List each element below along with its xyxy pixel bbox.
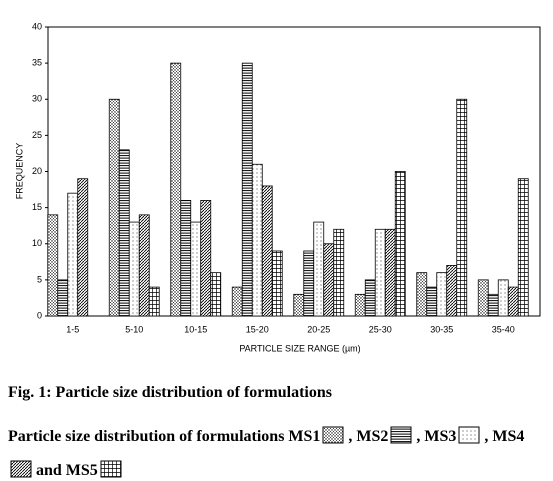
- bar: [497, 279, 509, 317]
- x-tick-label: 35-40: [492, 324, 515, 334]
- bar: [128, 221, 140, 317]
- y-tick-label: 30: [32, 94, 42, 104]
- x-tick-label: 1-5: [66, 324, 79, 334]
- bar: [507, 286, 519, 317]
- legend-swatch: [322, 426, 344, 444]
- legend-label: MS4: [492, 428, 525, 445]
- bar: [180, 199, 192, 317]
- y-tick-label: 40: [32, 21, 42, 31]
- legend-label: MS1: [288, 428, 321, 445]
- y-axis-label: FREQUENCY: [14, 143, 24, 200]
- chart: FREQUENCY PARTICLE SIZE RANGE (µm) 0 5 10 1…: [14, 21, 541, 353]
- x-tick-label: 5-10: [125, 324, 143, 334]
- x-tick-label: 20-25: [307, 324, 330, 334]
- y-tick-label: 0: [37, 310, 42, 320]
- legend-label: MS5: [65, 462, 98, 479]
- bar: [261, 185, 273, 317]
- legend-joiner: and: [36, 462, 62, 479]
- legend-swatch-fill: [458, 426, 480, 444]
- bar: [138, 214, 150, 317]
- bar: [210, 272, 222, 317]
- legend-swatch-fill: [100, 460, 122, 478]
- y-tick-label: 10: [32, 238, 42, 248]
- legend-swatch-fill: [10, 460, 32, 478]
- caption: Fig. 1: Particle size distribution of fo…: [8, 384, 332, 401]
- x-tick-label: 25-30: [369, 324, 392, 334]
- legend-joiner: ,: [416, 428, 421, 445]
- legend-swatch-fill: [390, 426, 412, 444]
- bar: [148, 286, 160, 317]
- bar: [118, 149, 130, 317]
- legend-swatch: [10, 460, 32, 478]
- bar: [446, 265, 458, 317]
- bar: [108, 98, 120, 317]
- bar: [384, 228, 396, 317]
- bar: [67, 192, 79, 317]
- bar: [456, 98, 468, 317]
- legend-swatch-fill: [322, 426, 344, 444]
- bar: [271, 250, 283, 317]
- bar: [251, 163, 263, 317]
- y-tick-label: 35: [32, 58, 42, 68]
- x-axis-label: PARTICLE SIZE RANGE (µm): [239, 343, 360, 353]
- bar: [190, 221, 202, 317]
- bar: [517, 178, 529, 317]
- legend-text: Particle size distribution of formulatio…: [8, 428, 285, 445]
- y-tick-label: 20: [32, 166, 42, 176]
- legend-joiner: ,: [484, 428, 489, 445]
- bar: [426, 286, 438, 317]
- bar: [333, 228, 345, 317]
- bar: [416, 272, 428, 317]
- legend-swatch: [458, 426, 480, 444]
- legend: Particle size distribution of formulatio…: [8, 420, 548, 481]
- bar: [241, 62, 253, 317]
- bar: [293, 293, 305, 317]
- y-tick-label: 25: [32, 130, 42, 140]
- bar: [436, 272, 448, 317]
- legend-label: MS2: [356, 428, 389, 445]
- y-tick-label: 15: [32, 202, 42, 212]
- legend-label: MS3: [424, 428, 457, 445]
- bar: [477, 279, 489, 317]
- legend-swatch: [100, 460, 122, 478]
- bar: [394, 171, 406, 317]
- bar: [57, 279, 69, 317]
- bar: [487, 293, 499, 317]
- legend-joiner: ,: [348, 428, 353, 445]
- x-tick-label: 15-20: [246, 324, 269, 334]
- y-tick-label: 5: [37, 274, 42, 284]
- legend-swatch: [390, 426, 412, 444]
- bar: [354, 293, 366, 317]
- x-tick-label: 30-35: [430, 324, 453, 334]
- bar: [231, 286, 243, 317]
- bar: [200, 199, 212, 317]
- bar: [77, 178, 89, 317]
- bar: [303, 250, 315, 317]
- bar: [47, 214, 59, 317]
- x-tick-label: 10-15: [184, 324, 207, 334]
- bar: [170, 62, 182, 317]
- bar: [374, 228, 386, 317]
- bar: [313, 221, 325, 317]
- bar: [323, 243, 335, 317]
- bar: [364, 279, 376, 317]
